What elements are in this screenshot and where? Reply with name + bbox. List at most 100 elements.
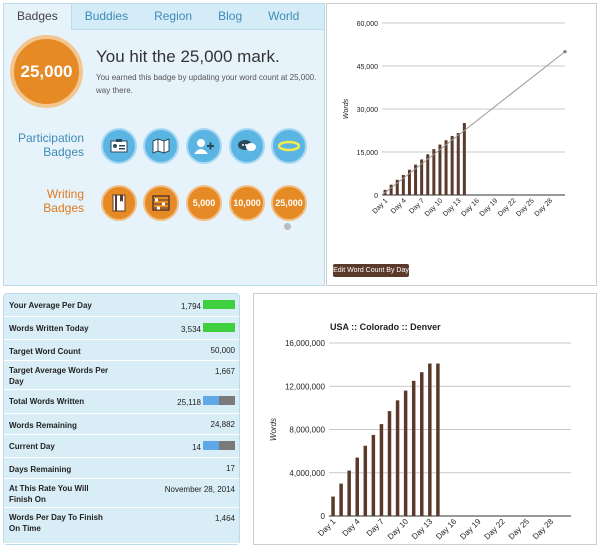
x-tick-label: Day 10 (386, 517, 411, 542)
writing-label-line: Badges (43, 201, 84, 215)
bar (411, 380, 416, 516)
carousel-dot[interactable] (284, 223, 291, 230)
stats-label: Words Written Today (9, 324, 89, 333)
stats-progress-bar (203, 300, 235, 309)
y-tick-label: 16,000,000 (285, 339, 326, 348)
x-tick-label: Day 25 (515, 197, 536, 218)
stats-value: 1,794 (180, 302, 201, 311)
tab-world[interactable]: World (268, 9, 300, 23)
stats-label: Total Words Written (9, 397, 85, 406)
stats-label: At This Rate You Will Finish On (9, 484, 89, 504)
y-tick-label: 12,000,000 (285, 382, 326, 391)
bar (403, 390, 408, 516)
stats-row: Days Remaining 17 (4, 458, 239, 479)
bar (363, 445, 368, 516)
y-tick-label: 4,000,000 (289, 469, 325, 478)
badge-10000[interactable]: 10,000 (229, 185, 265, 221)
stats-row: Words Remaining 24,882 (4, 414, 239, 435)
stats-value: 3,534 (180, 325, 201, 334)
y-tick-label: 45,000 (357, 64, 379, 71)
stats-label: Your Average Per Day (9, 301, 92, 310)
stats-progress-fill (203, 300, 235, 309)
bar (347, 470, 351, 516)
bar (401, 174, 405, 195)
badge-description-line: way there. (96, 86, 133, 95)
stats-value: 25,118 (177, 398, 201, 407)
stats-label: Words Per Day To Finish On Time (9, 513, 103, 533)
badge-description: You earned this badge by updating your w… (96, 71, 324, 97)
stats-row: Target Word Count 50,000 (4, 340, 239, 361)
badge-description-line: You earned this badge by updating your w… (96, 73, 317, 82)
stats-value: 50,000 (210, 346, 235, 355)
map-icon[interactable] (143, 128, 179, 164)
x-tick-label: Day 1 (316, 517, 338, 539)
stats-value: 14 (192, 443, 201, 452)
writing-label-line: Writing (46, 187, 84, 201)
halo-icon[interactable] (271, 128, 307, 164)
featured-badge[interactable]: 25,000 (10, 35, 83, 108)
stats-progress-fill (203, 396, 219, 405)
book-icon[interactable] (101, 185, 137, 221)
bar (436, 363, 440, 516)
bar (339, 483, 343, 516)
stats-progress-bar (203, 323, 235, 332)
stats-label: Words Remaining (9, 421, 77, 430)
bar (450, 135, 454, 195)
badge-5000[interactable]: 5,000 (186, 185, 222, 221)
bar (456, 133, 460, 195)
bar (420, 159, 424, 195)
stats-row: Target Average Words Per Day 1,667 (4, 361, 239, 390)
y-tick-label: 60,000 (357, 21, 379, 28)
participation-label-line: Badges (43, 145, 84, 159)
bar (387, 411, 392, 516)
stats-label: Current Day (9, 442, 55, 451)
bar (438, 144, 442, 195)
x-tick-label: Day 1 (372, 197, 390, 215)
bar (444, 140, 448, 195)
personal-chart-panel: 0 15,000 30,000 45,000 60,000 Day 1 Day 4 Day 7… (326, 3, 597, 286)
speech-bubbles-icon[interactable] (229, 128, 265, 164)
x-tick-label: Day 13 (442, 197, 463, 218)
x-tick-label: Day 7 (365, 517, 387, 539)
bar (395, 179, 399, 195)
tab-badges[interactable]: Badges (4, 4, 72, 30)
writing-badges-label: Writing Badges (10, 187, 84, 215)
badge-25000[interactable]: 25,000 (271, 185, 307, 221)
x-tick-label: Day 4 (341, 517, 363, 539)
stats-progress-fill (203, 441, 219, 450)
x-tick-label: Day 22 (483, 517, 508, 542)
stats-row: Current Day 14 (4, 435, 239, 458)
x-tick-label: Day 4 (390, 197, 408, 215)
y-tick-label: 15,000 (357, 150, 379, 157)
target-line-end (563, 50, 567, 54)
bar (355, 457, 359, 516)
y-axis-label: Words (269, 418, 278, 441)
stats-row: Total Words Written 25,118 (4, 390, 239, 414)
stats-value: 1,464 (214, 514, 235, 523)
y-axis-label: Words (343, 98, 350, 119)
tab-blog[interactable]: Blog (218, 9, 243, 23)
target-line (381, 51, 566, 196)
y-tick-label: 0 (374, 193, 378, 200)
add-user-icon[interactable] (186, 128, 222, 164)
stats-value: November 28, 2014 (164, 485, 235, 494)
stats-row: Your Average Per Day 1,794 (4, 294, 239, 317)
stats-row: Words Per Day To Finish On Time 1,464 (4, 508, 239, 544)
abacus-icon[interactable] (143, 185, 179, 221)
tab-bar: Badges Buddies Region Blog World (4, 4, 324, 30)
id-card-icon[interactable] (101, 128, 137, 164)
tab-buddies[interactable]: Buddies (84, 9, 129, 23)
bar (407, 169, 411, 195)
stats-table: Your Average Per Day 1,794 Words Written T… (3, 293, 240, 545)
y-tick-label: 0 (321, 512, 326, 521)
x-tick-label: Day 22 (497, 197, 518, 218)
bar (371, 434, 376, 516)
stats-label: Days Remaining (9, 465, 72, 474)
edit-word-count-button[interactable]: Edit Word Count By Day (333, 264, 409, 277)
x-tick-label: Day 10 (424, 197, 445, 218)
bar (389, 184, 393, 195)
tab-region[interactable]: Region (154, 9, 193, 23)
stats-value: 1,667 (214, 367, 235, 376)
region-chart-panel: 0 4,000,000 8,000,000 12,000,000 16,000,000 D… (253, 293, 597, 545)
x-tick-label: Day 19 (458, 517, 483, 542)
